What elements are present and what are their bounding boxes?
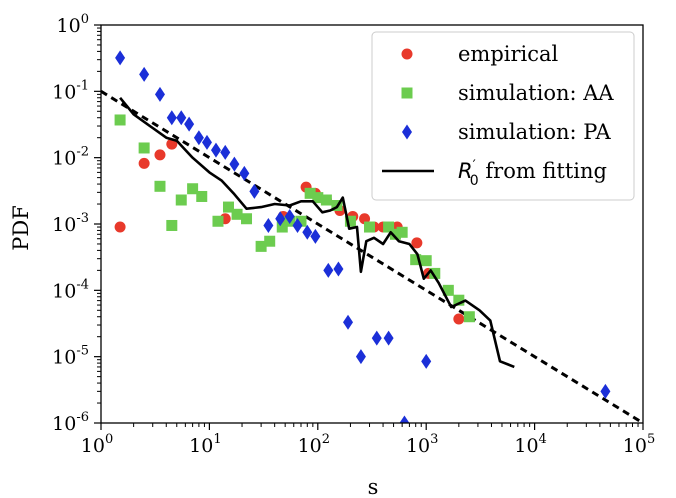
point-simulation-aa	[255, 240, 267, 252]
point-simulation-aa	[187, 183, 199, 195]
point-simulation-pa	[383, 330, 394, 346]
y-axis-label-group: PDF	[9, 205, 33, 251]
axes-frame	[100, 24, 644, 424]
point-simulation-pa	[323, 262, 334, 278]
point-simulation-aa	[312, 192, 324, 204]
x-tick-label: 103	[406, 432, 438, 457]
legend-label-empirical: empirical	[458, 42, 559, 66]
point-empirical	[154, 149, 166, 161]
point-simulation-pa	[139, 66, 150, 82]
dashed-guide-line	[101, 90, 643, 423]
point-simulation-pa	[210, 142, 221, 158]
point-simulation-pa	[355, 349, 366, 365]
point-empirical	[359, 213, 371, 225]
y-tick-label: 10-5	[52, 344, 89, 369]
point-simulation-pa	[275, 211, 286, 227]
point-simulation-aa	[264, 235, 276, 247]
point-simulation-pa	[220, 144, 231, 160]
point-simulation-pa	[333, 261, 344, 277]
point-simulation-aa	[453, 294, 465, 306]
plot-area: 100 101 102 103 104 105 100 10-1 10-2 10-3 10-4 10-…	[52, 12, 655, 457]
point-empirical	[411, 237, 423, 249]
point-simulation-pa	[263, 217, 274, 233]
point-simulation-aa	[196, 190, 208, 202]
point-simulation-pa	[176, 110, 187, 126]
point-simulation-aa	[463, 311, 475, 323]
point-simulation-aa	[175, 194, 187, 206]
point-simulation-aa	[166, 219, 178, 231]
point-simulation-pa	[284, 208, 295, 224]
point-simulation-pa	[302, 224, 313, 240]
legend: empirical simulation: AA simulation: PA R′ 0…	[371, 31, 635, 201]
legend-label-simulation-aa: simulation: AA	[458, 81, 614, 105]
point-simulation-aa	[222, 201, 234, 213]
point-simulation-pa	[239, 165, 250, 181]
point-simulation-pa	[310, 228, 321, 244]
point-simulation-pa	[343, 314, 354, 330]
point-simulation-pa	[154, 86, 165, 102]
legend-marker-simulation-pa	[402, 124, 412, 140]
point-simulation-pa	[600, 383, 611, 399]
series-layer	[101, 50, 643, 423]
y-tick-label: 10-6	[52, 410, 89, 435]
legend-label-simulation-pa: simulation: PA	[458, 120, 611, 144]
point-simulation-aa	[442, 284, 454, 296]
point-empirical	[114, 221, 126, 233]
legend-marker-simulation-aa	[401, 87, 413, 99]
point-simulation-aa	[276, 221, 288, 233]
point-simulation-aa	[295, 215, 307, 227]
point-simulation-aa	[231, 208, 243, 220]
point-simulation-aa	[410, 254, 422, 266]
point-simulation-pa	[421, 353, 432, 369]
point-simulation-pa	[193, 130, 204, 146]
y-tick-label: 10-4	[52, 277, 89, 302]
point-simulation-pa	[201, 134, 212, 150]
point-simulation-aa	[212, 215, 224, 227]
point-simulation-pa	[249, 183, 260, 199]
point-simulation-pa	[292, 217, 303, 233]
legend-label-r-0-from-fitting: R′ 0 from fitting	[458, 158, 607, 189]
point-simulation-aa	[304, 187, 316, 199]
point-simulation-aa	[320, 194, 332, 206]
point-simulation-pa	[371, 330, 382, 346]
legend-marker-empirical	[401, 48, 413, 60]
y-tick-label: 10-3	[52, 211, 89, 236]
point-simulation-pa	[399, 415, 410, 423]
point-simulation-aa	[396, 226, 408, 238]
point-simulation-pa	[184, 116, 195, 132]
point-simulation-aa	[138, 142, 150, 154]
point-empirical	[138, 157, 150, 169]
point-simulation-aa	[114, 114, 126, 126]
y-tick-label: 100	[57, 12, 89, 37]
y-tick-label: 10-2	[52, 145, 89, 170]
point-simulation-aa	[420, 255, 432, 267]
y-axis-label: PDF	[9, 205, 33, 251]
point-empirical	[453, 313, 465, 325]
x-axis-label: s	[368, 475, 379, 498]
fitted-line-r0	[119, 96, 515, 369]
x-tick-label: 104	[514, 432, 546, 457]
point-simulation-aa	[154, 180, 166, 192]
y-tick-label: 10-1	[52, 78, 89, 103]
point-simulation-aa	[389, 228, 401, 240]
point-simulation-pa	[115, 50, 126, 66]
x-tick-label: 101	[189, 432, 221, 457]
point-simulation-aa	[364, 221, 376, 233]
point-simulation-pa	[229, 156, 240, 172]
point-simulation-aa	[241, 213, 253, 225]
x-tick-label: 100	[81, 432, 113, 457]
point-simulation-aa	[383, 221, 395, 233]
point-simulation-aa	[429, 267, 441, 279]
x-tick-label: 102	[298, 432, 330, 457]
point-simulation-pa	[166, 110, 177, 126]
x-tick-label: 105	[623, 432, 655, 457]
legend-box	[371, 31, 635, 201]
point-simulation-aa	[344, 215, 356, 227]
